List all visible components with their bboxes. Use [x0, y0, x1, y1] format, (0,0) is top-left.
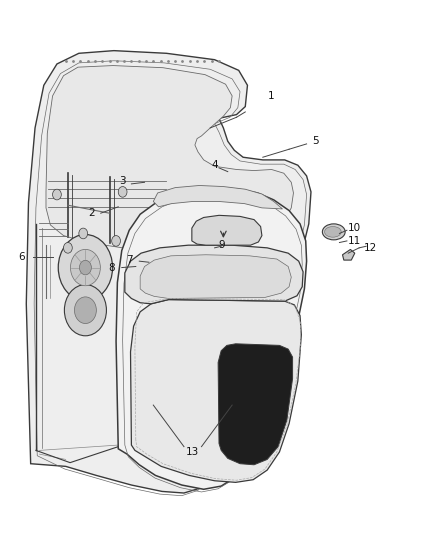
Text: 3: 3 — [119, 176, 126, 186]
Text: 8: 8 — [108, 263, 115, 273]
Polygon shape — [125, 245, 303, 304]
Text: 10: 10 — [348, 223, 361, 233]
Circle shape — [64, 285, 106, 336]
Text: 2: 2 — [88, 208, 95, 218]
Polygon shape — [26, 51, 311, 493]
Polygon shape — [192, 215, 262, 245]
Circle shape — [53, 189, 61, 200]
Polygon shape — [153, 185, 283, 209]
Circle shape — [71, 249, 100, 286]
Polygon shape — [140, 255, 291, 298]
Polygon shape — [46, 66, 293, 252]
Text: 1: 1 — [268, 91, 275, 101]
Polygon shape — [343, 249, 355, 260]
Text: 13: 13 — [186, 447, 199, 457]
Circle shape — [112, 236, 120, 246]
Circle shape — [64, 243, 72, 253]
Circle shape — [79, 228, 88, 239]
Text: 5: 5 — [312, 136, 319, 146]
Text: 6: 6 — [18, 252, 25, 262]
Text: 12: 12 — [364, 243, 377, 253]
Circle shape — [79, 260, 92, 275]
Polygon shape — [131, 300, 301, 482]
Text: 7: 7 — [126, 255, 133, 265]
Polygon shape — [218, 344, 293, 465]
Ellipse shape — [325, 227, 341, 237]
Text: 9: 9 — [218, 240, 225, 250]
Text: 4: 4 — [211, 160, 218, 170]
Polygon shape — [116, 188, 307, 489]
Text: 11: 11 — [348, 236, 361, 246]
Circle shape — [118, 187, 127, 197]
Circle shape — [74, 297, 96, 324]
Ellipse shape — [322, 224, 345, 240]
Circle shape — [58, 235, 113, 301]
